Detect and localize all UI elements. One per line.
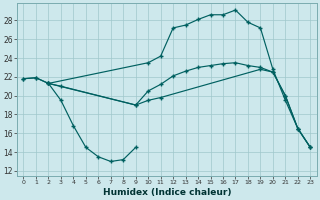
X-axis label: Humidex (Indice chaleur): Humidex (Indice chaleur)	[103, 188, 231, 197]
